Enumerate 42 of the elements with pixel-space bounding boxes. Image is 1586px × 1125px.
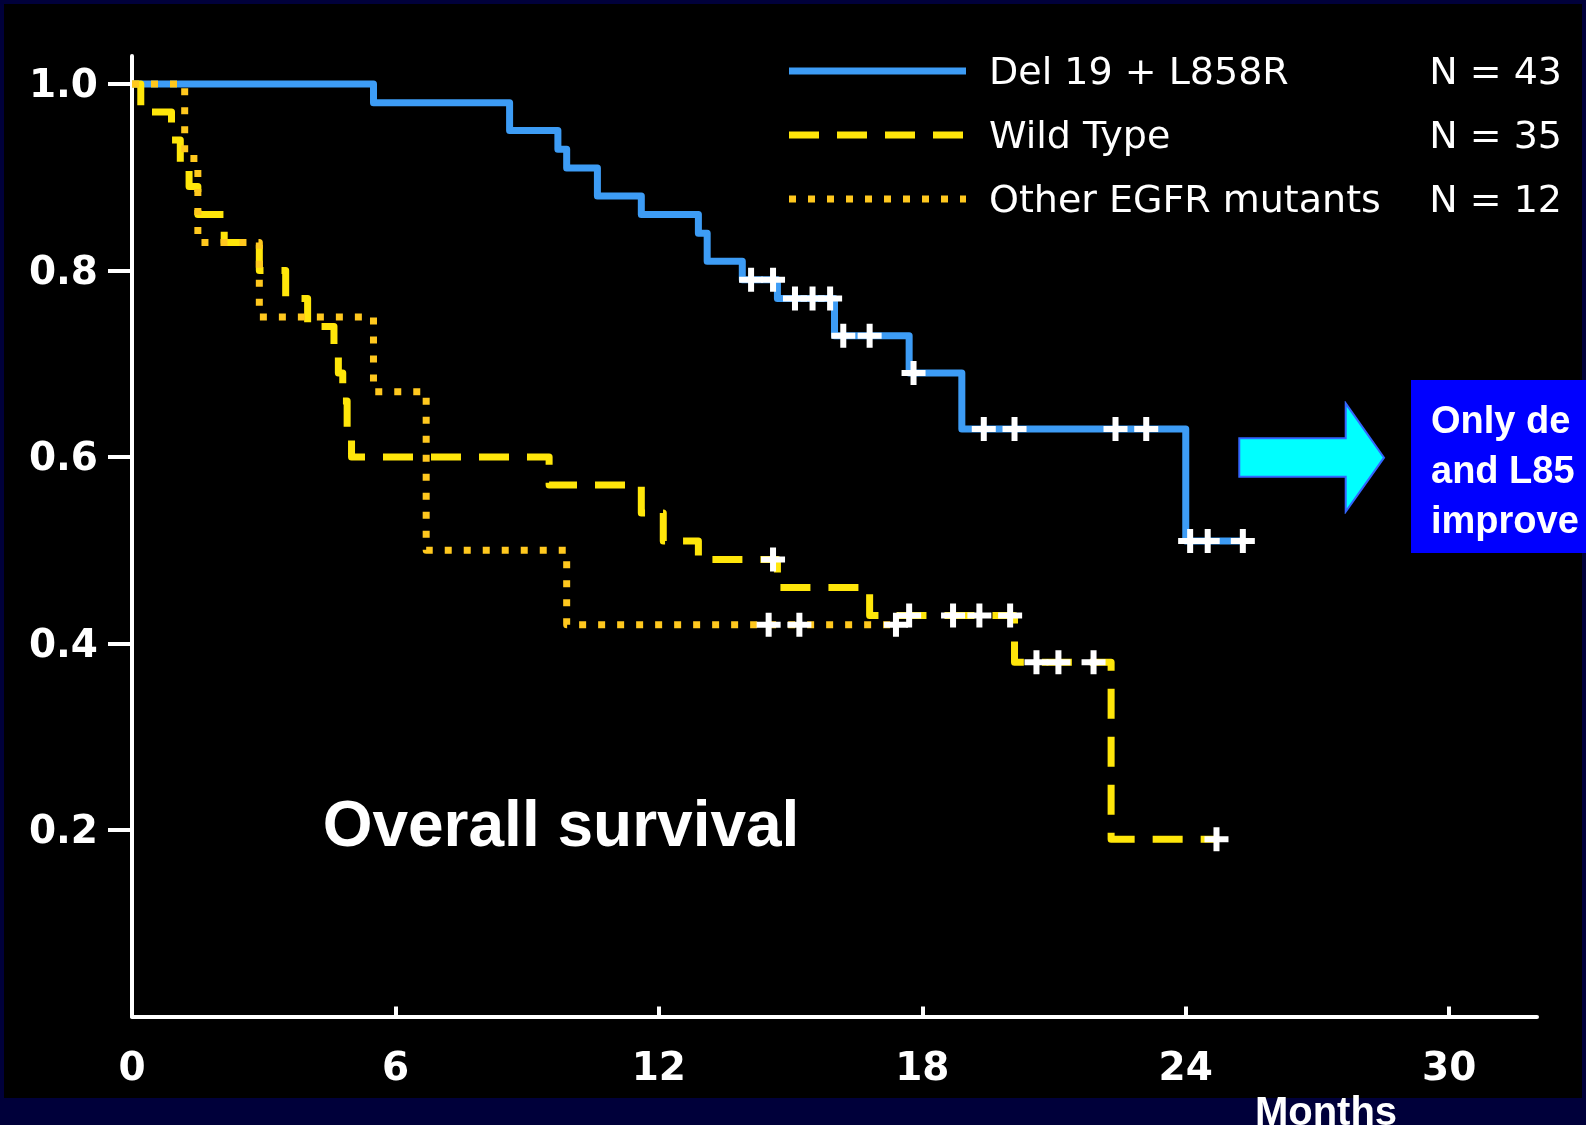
point: [998, 603, 1023, 628]
y-tick-label: 0.4: [28, 620, 98, 666]
annotation: N = 43: [1429, 49, 1562, 93]
point: [761, 547, 786, 572]
annotation: Only de and L85 improve: [1431, 398, 1579, 543]
point: [967, 603, 992, 628]
point: [739, 267, 764, 292]
x-tick-label: 24: [1158, 1043, 1213, 1089]
x-tick-label: 0: [118, 1043, 146, 1089]
point: [818, 286, 843, 311]
annotation: Overall survival: [322, 788, 800, 860]
point: [1134, 417, 1159, 442]
point: [971, 417, 996, 442]
y-tick-label: 0.6: [28, 434, 98, 480]
point: [756, 612, 781, 637]
y-tick-label: 1.0: [28, 61, 98, 107]
point: [1081, 650, 1106, 675]
x-tick-label: 30: [1422, 1043, 1477, 1089]
legend-label: Del 19 + L858R: [989, 49, 1289, 93]
point: [787, 612, 812, 637]
point: [941, 603, 966, 628]
legend-label: Wild Type: [989, 113, 1171, 157]
point: [897, 603, 922, 628]
point: [857, 323, 882, 348]
point: [1230, 528, 1255, 553]
y-tick-label: 0.8: [28, 247, 98, 293]
point: [1103, 417, 1128, 442]
point: [1024, 650, 1049, 675]
legend-label: Other EGFR mutants: [989, 177, 1381, 221]
point: [1204, 827, 1229, 852]
point: [831, 323, 856, 348]
annotation: N = 12: [1429, 177, 1562, 221]
point: [1002, 417, 1027, 442]
y-tick-label: 0.2: [28, 807, 98, 853]
x-tick-label: 12: [631, 1043, 687, 1089]
point: [883, 612, 908, 637]
x-tick-label: 18: [895, 1043, 950, 1089]
point: [1046, 650, 1071, 675]
annotation: N = 35: [1429, 113, 1562, 157]
point: [761, 267, 786, 292]
point: [901, 361, 926, 386]
x-tick-label: 6: [381, 1043, 410, 1089]
